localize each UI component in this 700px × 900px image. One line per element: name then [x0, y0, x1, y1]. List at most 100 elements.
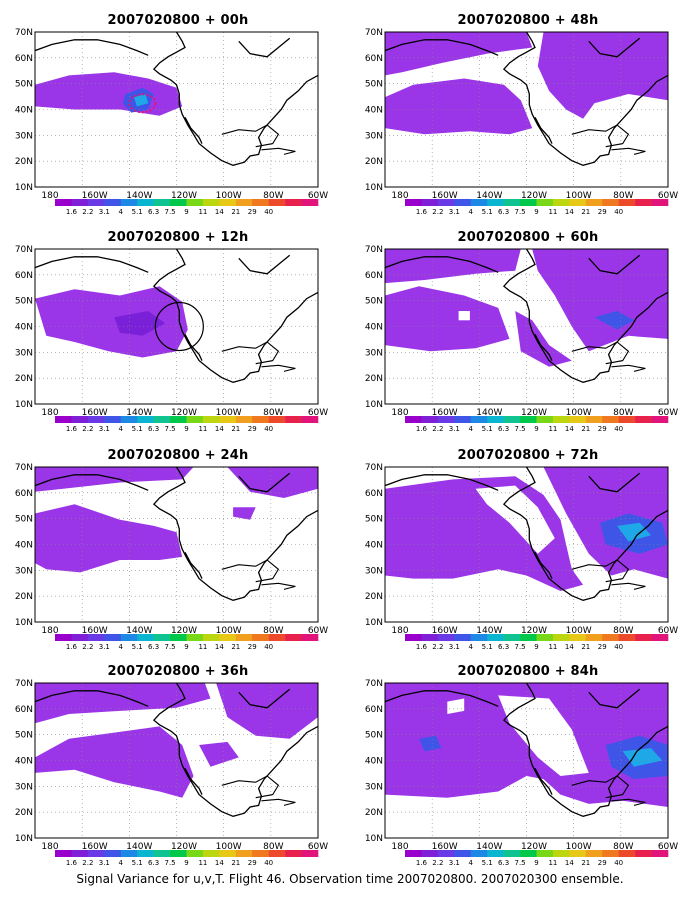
lat-label: 10N: [365, 183, 383, 193]
colorbar-label: 9: [534, 643, 538, 651]
colorbar-swatch: [120, 199, 138, 206]
lon-label: 60W: [658, 408, 678, 418]
lat-label: 70N: [365, 28, 383, 38]
variance-shading: [134, 94, 149, 107]
colorbar-label: 5.1: [482, 859, 493, 867]
lat-label: 30N: [365, 131, 383, 141]
colorbar-swatch: [137, 634, 154, 641]
colorbar-label: 29: [598, 643, 607, 651]
colorbar-label: 11: [198, 643, 207, 651]
colorbar-label: 3.1: [99, 643, 110, 651]
variance-shading: [385, 78, 533, 135]
colorbar-label: 29: [598, 859, 607, 867]
coastline: [152, 467, 318, 601]
colorbar-swatch: [503, 416, 521, 423]
lon-label: 80W: [613, 191, 633, 201]
lat-label: 10N: [15, 400, 33, 410]
colorbar-swatch: [170, 199, 187, 206]
colorbar-swatch: [569, 850, 587, 857]
colorbar-swatch: [470, 199, 488, 206]
colorbar-label: 7.5: [164, 859, 175, 867]
lat-label: 70N: [365, 463, 383, 473]
colorbar-label: 21: [581, 643, 590, 651]
lon-label: 120W: [521, 191, 547, 201]
colorbar-swatch: [618, 416, 636, 423]
lon-label: 140W: [126, 626, 152, 636]
lat-label: 50N: [15, 731, 33, 741]
colorbar-label: 4: [469, 859, 474, 867]
colorbar-label: 4: [119, 208, 124, 216]
variance-shading: [35, 726, 194, 798]
colorbar-label: 2.2: [432, 859, 443, 867]
colorbar-swatch: [219, 416, 237, 423]
colorbar-label: 7.5: [514, 859, 525, 867]
lat-label: 20N: [15, 374, 33, 384]
coastline: [534, 333, 553, 361]
colorbar-swatch: [55, 416, 72, 423]
map-panel: 2007020800 + 12h 70N 60N 50N 40N 30N 20N 10N 180…: [8, 222, 348, 437]
lon-label: 160W: [432, 408, 458, 418]
colorbar-label: 11: [548, 859, 557, 867]
lon-label: 140W: [476, 842, 502, 852]
colorbar-label: 3.1: [99, 425, 110, 433]
lat-label: 20N: [365, 157, 383, 167]
colorbar-swatch: [120, 634, 138, 641]
lon-label: 120W: [171, 626, 197, 636]
colorbar-swatch: [87, 199, 105, 206]
lat-label: 10N: [15, 618, 33, 628]
lat-label: 60N: [365, 271, 383, 281]
colorbar-label: 4: [469, 643, 474, 651]
lon-label: 60W: [308, 408, 328, 418]
colorbar-swatch: [170, 634, 187, 641]
colorbar-label: 11: [548, 425, 557, 433]
colorbar-swatch: [635, 850, 652, 857]
colorbar-swatch: [536, 199, 554, 206]
colorbar-swatch: [421, 634, 439, 641]
colorbar-label: 14: [215, 425, 224, 433]
lat-label: 70N: [15, 28, 33, 38]
colorbar-swatch: [252, 850, 269, 857]
variance-shading: [216, 683, 318, 739]
coastline: [238, 472, 291, 493]
colorbar-swatch: [153, 416, 171, 423]
map-panel: 2007020800 + 60h 70N 60N 50N 40N 30N 20N 10N 180…: [358, 222, 698, 437]
lon-label: 80W: [613, 408, 633, 418]
coastline: [502, 467, 668, 601]
colorbar-label: 6.3: [498, 208, 509, 216]
variance-shading: [199, 741, 239, 767]
colorbar-swatch: [470, 416, 488, 423]
colorbar-swatch: [186, 199, 204, 206]
coastline: [534, 767, 553, 795]
lat-label: 30N: [365, 782, 383, 792]
colorbar-swatch: [301, 416, 319, 423]
colorbar-label: 6.3: [498, 425, 509, 433]
colorbar-label: 40: [264, 425, 273, 433]
colorbar-swatch: [602, 416, 619, 423]
colorbar-label: 7.5: [164, 425, 175, 433]
lat-label: 70N: [365, 245, 383, 255]
variance-shading: [227, 467, 318, 498]
coastline: [152, 683, 318, 817]
colorbar-label: 6.3: [148, 425, 159, 433]
lon-label: 180: [391, 191, 408, 201]
coastline: [502, 683, 668, 817]
coastline: [534, 551, 553, 579]
colorbar-swatch: [635, 199, 652, 206]
colorbar-label: 6.3: [148, 208, 159, 216]
panel-title: 2007020800 + 00h: [107, 13, 249, 28]
colorbar-swatch: [454, 199, 472, 206]
colorbar-label: 21: [581, 208, 590, 216]
lon-label: 100W: [566, 408, 592, 418]
lon-label: 140W: [476, 191, 502, 201]
colorbar-label: 1.6: [66, 425, 78, 433]
lon-label: 180: [391, 842, 408, 852]
colorbar-swatch: [602, 199, 619, 206]
colorbar-swatch: [536, 416, 554, 423]
coastline: [35, 39, 149, 56]
colorbar-label: 6.3: [148, 643, 159, 651]
lon-label: 60W: [308, 626, 328, 636]
colorbar-label: 3.1: [99, 208, 110, 216]
colorbar-label: 11: [198, 859, 207, 867]
colorbar-label: 40: [264, 643, 273, 651]
lon-label: 160W: [432, 191, 458, 201]
